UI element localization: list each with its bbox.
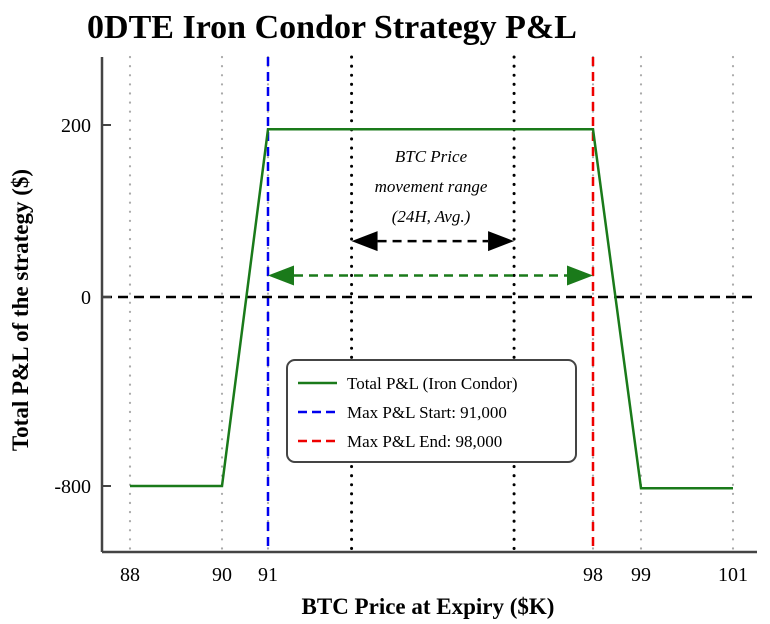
x-tick-label-101: 101 xyxy=(718,564,748,586)
y-tick-label--800: -800 xyxy=(54,476,91,498)
series-group xyxy=(129,128,734,490)
x-tick-label-99: 99 xyxy=(631,564,651,586)
btc-range-arrow-head-right xyxy=(488,231,515,252)
arrows-group xyxy=(268,231,593,286)
max-profit-arrow-head-right xyxy=(567,265,593,286)
x-axis-label: BTC Price at Expiry ($K) xyxy=(302,594,555,619)
legend-box xyxy=(286,359,577,463)
annotation-line-2: movement range xyxy=(375,177,488,196)
annotation-line-1: BTC Price xyxy=(395,147,468,166)
x-tick-label-88: 88 xyxy=(120,564,140,586)
legend: Total P&L (Iron Condor) Max P&L Start: 91… xyxy=(286,359,577,463)
legend-label-2: Max P&L End: 98,000 xyxy=(347,432,502,451)
series-line-0 xyxy=(130,128,733,490)
legend-label-0: Total P&L (Iron Condor) xyxy=(347,374,518,393)
reference-vlines xyxy=(266,55,595,554)
x-ticks: 88 90 91 98 99 101 xyxy=(120,564,748,586)
annotation-group: BTC Price movement range (24H, Avg.) xyxy=(375,147,488,226)
chart-title: 0DTE Iron Condor Strategy P&L xyxy=(87,9,577,46)
legend-label-1: Max P&L Start: 91,000 xyxy=(347,403,507,422)
annotation-line-3: (24H, Avg.) xyxy=(392,207,471,226)
y-tick-label-0: 0 xyxy=(81,287,91,309)
y-ticks: 200 0 -800 xyxy=(54,115,111,498)
x-tick-label-90: 90 xyxy=(212,564,232,586)
y-axis-label: Total P&L of the strategy ($) xyxy=(8,169,33,451)
x-tick-label-98: 98 xyxy=(583,564,603,586)
btc-range-arrow-head-left xyxy=(351,231,378,252)
y-tick-label-200: 200 xyxy=(61,115,91,137)
grid-lines xyxy=(128,55,735,554)
axes xyxy=(100,57,757,554)
max-profit-arrow-head-left xyxy=(268,265,294,286)
x-tick-label-91: 91 xyxy=(258,564,278,586)
